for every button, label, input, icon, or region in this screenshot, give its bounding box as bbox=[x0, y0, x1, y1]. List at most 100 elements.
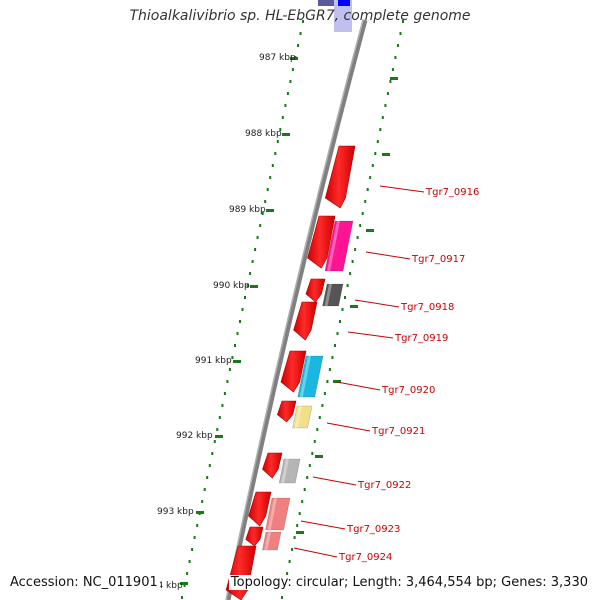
track-dot bbox=[191, 548, 194, 551]
major-tick bbox=[333, 380, 341, 383]
major-tick bbox=[290, 57, 298, 60]
right-tick-track bbox=[281, 20, 404, 599]
track-dot bbox=[241, 308, 244, 311]
gene-block-shine bbox=[264, 532, 271, 550]
gene-arrow bbox=[262, 452, 283, 479]
track-dot bbox=[321, 404, 324, 407]
track-dot bbox=[254, 248, 257, 251]
track-dot bbox=[206, 476, 209, 479]
track-dot bbox=[303, 488, 306, 491]
track-dot bbox=[308, 464, 311, 467]
track-dot bbox=[246, 284, 249, 287]
track-dot bbox=[381, 116, 384, 119]
track-dot bbox=[334, 344, 336, 347]
track-dot bbox=[296, 524, 299, 527]
track-dot bbox=[186, 572, 189, 575]
track-dot bbox=[218, 416, 221, 419]
gene-arrow bbox=[325, 145, 356, 209]
track-dot bbox=[249, 272, 252, 275]
kbp-tick-label: 987 kbp bbox=[259, 53, 296, 63]
track-dot bbox=[286, 572, 289, 575]
kbp-tick-label: 991 kbp bbox=[195, 356, 232, 366]
track-dot bbox=[326, 380, 329, 383]
track-dot bbox=[356, 236, 359, 239]
gene-leader-line bbox=[312, 476, 357, 486]
track-dot bbox=[366, 188, 369, 191]
gene-leader-line bbox=[326, 422, 371, 432]
track-dot bbox=[391, 68, 394, 71]
gene-block-shine bbox=[327, 221, 340, 271]
gene-label[interactable]: Tgr7_0924 bbox=[338, 552, 392, 563]
track-dot bbox=[316, 428, 319, 431]
top-block-dark bbox=[318, 0, 334, 6]
gene-arrow bbox=[248, 491, 272, 527]
gene-block-shine bbox=[267, 498, 277, 530]
track-dot bbox=[359, 224, 362, 227]
track-dot bbox=[344, 296, 346, 299]
major-tick bbox=[215, 435, 223, 438]
track-dot bbox=[281, 596, 283, 599]
kbp-tick-label: 992 kbp bbox=[176, 431, 213, 441]
gene-label[interactable]: Tgr7_0920 bbox=[381, 385, 435, 396]
track-dot bbox=[288, 560, 291, 563]
gene-leader-line bbox=[300, 520, 346, 530]
track-dot bbox=[279, 128, 282, 131]
gene-label[interactable]: Tgr7_0917 bbox=[411, 254, 465, 265]
track-dot bbox=[234, 344, 236, 347]
track-dot bbox=[339, 320, 341, 323]
track-dot bbox=[181, 596, 183, 599]
track-dot bbox=[223, 392, 226, 395]
track-dot bbox=[379, 128, 382, 131]
gene-labels: Tgr7_0916 Tgr7_0917 Tgr7_0918 Tgr7_0919 Tgr7… bbox=[293, 185, 479, 563]
track-dot bbox=[274, 152, 277, 155]
track-dot bbox=[402, 20, 404, 23]
major-tick bbox=[315, 455, 323, 458]
track-dot bbox=[364, 200, 367, 203]
track-dot bbox=[266, 188, 269, 191]
top-block-blue bbox=[338, 0, 350, 6]
gene-label[interactable]: Tgr7_0916 bbox=[425, 187, 479, 198]
gene-arrow bbox=[293, 301, 318, 341]
track-dot bbox=[323, 392, 326, 395]
track-dot bbox=[291, 548, 294, 551]
track-dot bbox=[291, 68, 294, 71]
gene-leader-line bbox=[293, 547, 338, 558]
track-dot bbox=[244, 296, 246, 299]
track-dot bbox=[264, 200, 267, 203]
track-dot bbox=[349, 272, 352, 275]
kbp-tick-label: 994 kbp bbox=[146, 581, 183, 591]
track-dot bbox=[239, 320, 241, 323]
track-dot bbox=[369, 176, 372, 179]
gene-label[interactable]: Tgr7_0918 bbox=[400, 302, 454, 313]
gene-arrow bbox=[305, 278, 326, 303]
major-tick bbox=[350, 305, 358, 308]
major-tick bbox=[233, 360, 241, 363]
gene-label[interactable]: Tgr7_0921 bbox=[371, 426, 425, 437]
gene-block bbox=[278, 458, 301, 484]
gene-leader-line bbox=[365, 251, 411, 260]
track-dot bbox=[399, 32, 402, 35]
major-tick bbox=[390, 77, 398, 80]
gene-label[interactable]: Tgr7_0922 bbox=[357, 480, 411, 491]
track-dot bbox=[271, 164, 274, 167]
gene-block-shine bbox=[299, 356, 311, 397]
genome-summary-text: Topology: circular; Length: 3,464,554 bp… bbox=[228, 575, 590, 590]
gene-block bbox=[262, 531, 282, 551]
track-dot bbox=[351, 260, 354, 263]
gene-label[interactable]: Tgr7_0919 bbox=[394, 333, 448, 344]
major-tick bbox=[250, 285, 258, 288]
gene-label[interactable]: Tgr7_0923 bbox=[346, 524, 400, 535]
gene-block-shine bbox=[324, 284, 332, 306]
gene-block bbox=[292, 405, 313, 429]
track-dot bbox=[201, 500, 204, 503]
track-dot bbox=[211, 452, 214, 455]
track-dot bbox=[236, 332, 239, 335]
track-dot bbox=[193, 536, 196, 539]
track-dot bbox=[284, 104, 287, 107]
track-dot bbox=[306, 476, 309, 479]
track-dot bbox=[221, 404, 224, 407]
track-dot bbox=[361, 212, 364, 215]
gene-block bbox=[324, 220, 354, 272]
gene-block-shine bbox=[281, 459, 289, 483]
